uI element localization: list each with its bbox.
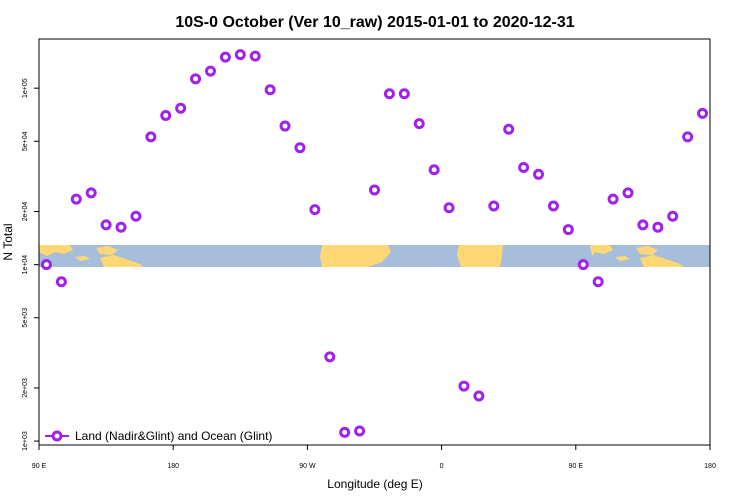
data-point xyxy=(160,110,172,122)
x-tick-label: 180 xyxy=(704,463,716,470)
data-point xyxy=(190,73,202,85)
y-tick-label: 5e+04 xyxy=(22,131,29,151)
data-point xyxy=(607,193,619,205)
y-tick-label: 1e+05 xyxy=(22,78,29,98)
land-south-america xyxy=(320,245,391,267)
data-point xyxy=(339,426,351,438)
data-point xyxy=(279,120,291,132)
y-tick-label: 2e+03 xyxy=(22,378,29,398)
data-point xyxy=(637,219,649,231)
data-point xyxy=(130,210,142,222)
data-point xyxy=(204,65,216,77)
data-point xyxy=(264,84,276,96)
data-point xyxy=(443,202,455,214)
data-point xyxy=(533,168,545,180)
data-point xyxy=(577,259,589,271)
data-points xyxy=(40,49,709,438)
data-point xyxy=(428,164,440,176)
data-point xyxy=(458,380,470,392)
data-point xyxy=(383,88,395,100)
legend-label: Land (Nadir&Glint) and Ocean (Glint) xyxy=(75,429,272,443)
data-point xyxy=(622,187,634,199)
data-point xyxy=(219,51,231,63)
y-axis-label: N Total xyxy=(1,223,15,260)
data-point xyxy=(667,210,679,222)
data-point xyxy=(309,204,321,216)
data-point xyxy=(503,123,515,135)
y-tick-label: 1e+03 xyxy=(22,431,29,451)
legend: Land (Nadir&Glint) and Ocean (Glint) xyxy=(45,429,272,443)
data-point xyxy=(85,187,97,199)
land-masses xyxy=(39,245,683,267)
land-australia-2 xyxy=(640,255,683,267)
data-point xyxy=(592,276,604,288)
data-point xyxy=(369,184,380,196)
map-strip xyxy=(39,245,710,267)
data-point xyxy=(294,142,306,154)
plot-frame xyxy=(38,38,711,446)
data-point xyxy=(55,276,67,288)
data-point xyxy=(249,50,261,62)
data-point xyxy=(398,88,410,100)
data-point xyxy=(547,200,559,212)
x-tick-label: 90 E xyxy=(569,463,584,470)
x-tick-label: 90 E xyxy=(32,463,47,470)
data-point xyxy=(682,131,694,143)
land-australia-1 xyxy=(100,255,143,267)
data-point xyxy=(488,200,500,212)
x-axis-label: Longitude (deg E) xyxy=(327,477,422,491)
land-africa xyxy=(457,245,503,267)
data-point xyxy=(115,221,127,233)
x-axis: 90 E 180 90 W 0 90 E 180 xyxy=(32,445,716,470)
data-point xyxy=(413,118,425,130)
y-axis: 1e+03 2e+03 5e+03 1e+04 2e+04 5e+04 1e+05 xyxy=(22,78,39,451)
land-indonesia-2 xyxy=(590,245,613,256)
land-islands-1 xyxy=(75,256,90,261)
x-tick-label: 0 xyxy=(440,463,444,470)
chart-title: 10S-0 October (Ver 10_raw) 2015-01-01 to… xyxy=(175,14,574,31)
y-tick-label: 5e+03 xyxy=(22,308,29,328)
data-point xyxy=(697,107,709,119)
land-png-2 xyxy=(636,246,658,255)
data-point xyxy=(70,193,82,205)
data-point xyxy=(100,219,112,231)
land-islands-2 xyxy=(615,256,630,261)
data-point xyxy=(40,259,52,271)
data-point xyxy=(518,162,530,174)
data-point xyxy=(473,390,485,402)
data-point xyxy=(652,221,664,233)
y-tick-label: 2e+04 xyxy=(22,202,29,222)
data-point xyxy=(234,49,246,61)
x-tick-label: 180 xyxy=(167,463,179,470)
legend-marker xyxy=(51,430,63,442)
land-indonesia-1 xyxy=(39,245,73,256)
data-point xyxy=(145,131,157,143)
data-point xyxy=(175,102,187,114)
x-tick-label: 90 W xyxy=(299,463,316,470)
data-point xyxy=(354,425,366,437)
y-tick-label: 1e+04 xyxy=(22,255,29,275)
land-png-1 xyxy=(96,246,118,255)
data-point xyxy=(324,351,336,363)
data-point xyxy=(562,224,574,236)
